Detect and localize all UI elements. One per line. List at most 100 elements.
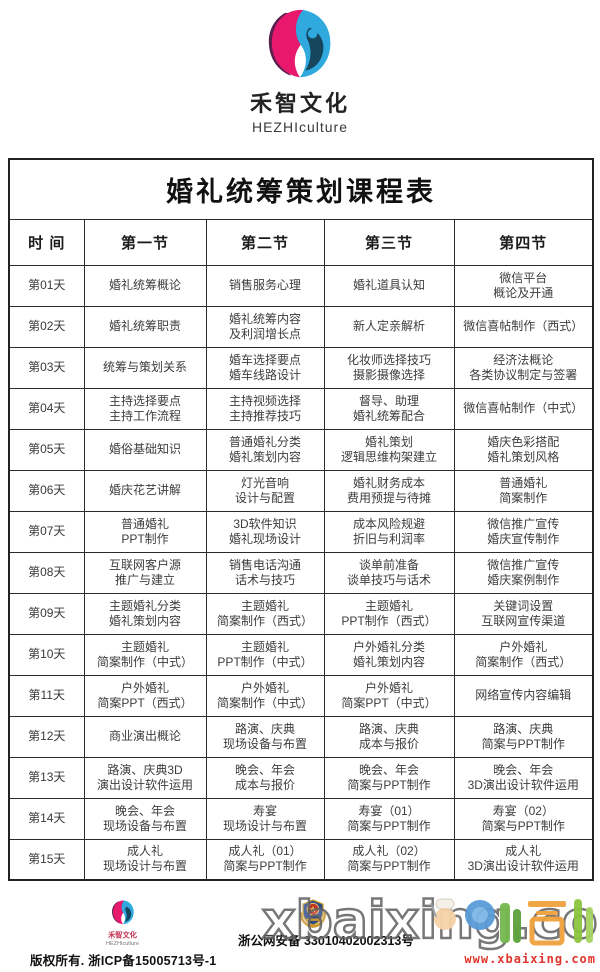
course-cell: 婚俗基础知识 <box>83 428 207 471</box>
course-cell: 成人礼 现场设计与布置 <box>83 838 207 881</box>
course-cell: 关键词设置 互联网宣传渠道 <box>453 592 594 635</box>
table-title: 婚礼统筹策划课程表 <box>8 158 594 220</box>
course-cell: 3D软件知识 婚礼现场设计 <box>205 510 325 553</box>
day-cell: 第08天 <box>8 551 85 594</box>
course-cell: 互联网客户源 推广与建立 <box>83 551 207 594</box>
course-cell: 婚车选择要点 婚车线路设计 <box>205 346 325 389</box>
course-cell: 主题婚礼 PPT制作（西式） <box>323 592 455 635</box>
day-cell: 第05天 <box>8 428 85 471</box>
course-cell: 婚庆色彩搭配 婚礼策划风格 <box>453 428 594 471</box>
course-cell: 化妆师选择技巧 摄影摄像选择 <box>323 346 455 389</box>
day-cell: 第13天 <box>8 756 85 799</box>
table-row: 第04天 主持选择要点 主持工作流程 主持视频选择 主持推荐技巧 督导、助理 婚… <box>8 387 594 430</box>
course-cell: 成人礼（01） 简案与PPT制作 <box>205 838 325 881</box>
course-cell: 户外婚礼 简案制作（中式） <box>205 674 325 717</box>
table-row: 第13天 路演、庆典3D 演出设计软件运用 晚会、年会 成本与报价 晚会、年会 … <box>8 756 594 799</box>
course-cell: 谈单前准备 谈单技巧与话术 <box>323 551 455 594</box>
day-cell: 第14天 <box>8 797 85 840</box>
table-row: 第03天 统筹与策划关系 婚车选择要点 婚车线路设计 化妆师选择技巧 摄影摄像选… <box>8 346 594 389</box>
day-cell: 第10天 <box>8 633 85 676</box>
course-cell: 成本风险规避 折旧与利润率 <box>323 510 455 553</box>
table-row: 第11天 户外婚礼 简案PPT（西式） 户外婚礼 简案制作（中式） 户外婚礼 简… <box>8 674 594 717</box>
course-cell: 销售服务心理 <box>205 264 325 307</box>
course-cell: 统筹与策划关系 <box>83 346 207 389</box>
course-cell: 督导、助理 婚礼统筹配合 <box>323 387 455 430</box>
day-cell: 第11天 <box>8 674 85 717</box>
course-cell: 普通婚礼 简案制作 <box>453 469 594 512</box>
footer-watermark-block: www.xbaixing.com <box>421 897 596 966</box>
day-cell: 第07天 <box>8 510 85 553</box>
course-cell: 经济法概论 各类协议制定与签署 <box>453 346 594 389</box>
course-cell: 婚礼统筹概论 <box>83 264 207 307</box>
course-cell: 成人礼（02） 简案与PPT制作 <box>323 838 455 881</box>
course-cell: 婚礼财务成本 费用预提与待摊 <box>323 469 455 512</box>
table-row: 第12天 商业演出概论 路演、庆典 现场设备与布置 路演、庆典 成本与报价 路演… <box>8 715 594 758</box>
title-row: 婚礼统筹策划课程表 <box>8 158 594 220</box>
day-cell: 第15天 <box>8 838 85 881</box>
course-table: 婚礼统筹策划课程表 时 间 第一节 第二节 第三节 第四节 第01天 婚礼统筹概… <box>8 158 595 881</box>
course-cell: 普通婚礼分类 婚礼策划内容 <box>205 428 325 471</box>
course-cell: 晚会、年会 现场设备与布置 <box>83 797 207 840</box>
table-row: 第05天 婚俗基础知识 普通婚礼分类 婚礼策划内容 婚礼策划 逻辑思维构架建立 … <box>8 428 594 471</box>
course-cell: 寿宴（02） 简案与PPT制作 <box>453 797 594 840</box>
course-cell: 婚礼统筹内容 及利润增长点 <box>205 305 325 348</box>
day-cell: 第06天 <box>8 469 85 512</box>
brand-name: 禾智文化 <box>249 91 350 116</box>
police-badge-icon <box>300 899 326 928</box>
icp-license-text: 版权所有. 浙ICP备15005713号-1 <box>30 954 217 968</box>
header-section-2: 第二节 <box>205 218 325 266</box>
day-cell: 第12天 <box>8 715 85 758</box>
course-cell: 户外婚礼 简案制作（西式） <box>453 633 594 676</box>
course-cell: 销售电话沟通 话术与技巧 <box>205 551 325 594</box>
hezhi-logo-small-icon <box>111 900 134 925</box>
footer-mini-brand-name-en: HEZHIculture <box>105 940 139 947</box>
table-row: 第07天 普通婚礼 PPT制作 3D软件知识 婚礼现场设计 成本风险规避 折旧与… <box>8 510 594 553</box>
footer-mini-brand-name: 禾智文化 <box>108 931 137 940</box>
footer-security-block: 浙公网安备 33010402002313号 <box>238 897 438 949</box>
course-cell: 路演、庆典 现场设备与布置 <box>205 715 325 758</box>
footer-mini-brand: 禾智文化 HEZHIculture <box>30 899 215 947</box>
header-section-4: 第四节 <box>453 218 594 266</box>
course-cell: 商业演出概论 <box>83 715 207 758</box>
course-cell: 主持视频选择 主持推荐技巧 <box>205 387 325 430</box>
course-cell: 普通婚礼 PPT制作 <box>83 510 207 553</box>
course-cell: 灯光音响 设计与配置 <box>205 469 325 512</box>
course-cell: 微信推广宣传 婚庆宣传制作 <box>453 510 594 553</box>
course-cell: 微信喜帖制作（中式） <box>453 387 594 430</box>
footer-copyright-block: 禾智文化 HEZHIculture 版权所有. 浙ICP备15005713号-1 <box>30 899 217 969</box>
header-section-3: 第三节 <box>323 218 455 266</box>
table-row: 第02天 婚礼统筹职责 婚礼统筹内容 及利润增长点 新人定亲解析 微信喜帖制作（… <box>8 305 594 348</box>
course-cell: 婚礼策划 逻辑思维构架建立 <box>323 428 455 471</box>
course-cell: 微信喜帖制作（西式） <box>453 305 594 348</box>
course-cell: 主题婚礼分类 婚礼策划内容 <box>83 592 207 635</box>
public-security-record-text: 浙公网安备 33010402002313号 <box>238 934 414 948</box>
course-cell: 晚会、年会 成本与报价 <box>205 756 325 799</box>
table-row: 第06天 婚庆花艺讲解 灯光音响 设计与配置 婚礼财务成本 费用预提与待摊 普通… <box>8 469 594 512</box>
course-cell: 户外婚礼 简案PPT（中式） <box>323 674 455 717</box>
course-cell: 网络宣传内容编辑 <box>453 674 594 717</box>
course-cell: 户外婚礼 简案PPT（西式） <box>83 674 207 717</box>
day-cell: 第03天 <box>8 346 85 389</box>
course-cell: 新人定亲解析 <box>323 305 455 348</box>
course-cell: 微信推广宣传 婚庆案例制作 <box>453 551 594 594</box>
header-section-1: 第一节 <box>83 218 207 266</box>
baixing-mascot-icon <box>430 898 593 946</box>
table-row: 第09天 主题婚礼分类 婚礼策划内容 主题婚礼 简案制作（西式） 主题婚礼 PP… <box>8 592 594 635</box>
course-cell: 路演、庆典3D 演出设计软件运用 <box>83 756 207 799</box>
course-cell: 晚会、年会 3D演出设计软件运用 <box>453 756 594 799</box>
course-cell: 路演、庆典 简案与PPT制作 <box>453 715 594 758</box>
course-cell: 婚礼道具认知 <box>323 264 455 307</box>
day-cell: 第02天 <box>8 305 85 348</box>
course-cell: 成人礼 3D演出设计软件运用 <box>453 838 594 881</box>
course-cell: 婚礼统筹职责 <box>83 305 207 348</box>
day-cell: 第04天 <box>8 387 85 430</box>
hezhi-logo-icon <box>268 9 331 78</box>
table-row: 第08天 互联网客户源 推广与建立 销售电话沟通 话术与技巧 谈单前准备 谈单技… <box>8 551 594 594</box>
brand-name-en: HEZHIculture <box>251 119 349 135</box>
header-time: 时 间 <box>8 218 85 266</box>
brand-header: 禾智文化 HEZHIculture <box>0 6 600 135</box>
course-cell: 主题婚礼 PPT制作（中式） <box>205 633 325 676</box>
table-row: 第14天 晚会、年会 现场设备与布置 寿宴 现场设计与布置 寿宴（01） 简案与… <box>8 797 594 840</box>
table-row: 第15天 成人礼 现场设计与布置 成人礼（01） 简案与PPT制作 成人礼（02… <box>8 838 594 881</box>
